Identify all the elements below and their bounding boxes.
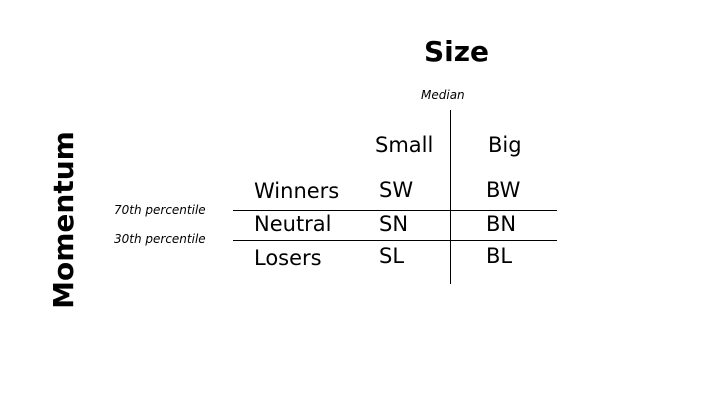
percentile-30-label: 30th percentile bbox=[114, 232, 206, 246]
column-header-big: Big bbox=[488, 133, 522, 157]
cell-sn: SN bbox=[379, 212, 409, 236]
row-label-winners: Winners bbox=[254, 179, 340, 203]
breakpoint-line-30th bbox=[233, 240, 557, 241]
cell-bw: BW bbox=[486, 178, 521, 202]
percentile-70-label: 70th percentile bbox=[114, 203, 206, 217]
size-axis-title: Size bbox=[424, 35, 490, 68]
column-header-small: Small bbox=[375, 133, 434, 157]
breakpoint-line-70th bbox=[233, 210, 557, 211]
median-label: Median bbox=[421, 88, 465, 102]
row-label-neutral: Neutral bbox=[254, 212, 332, 236]
cell-bn: BN bbox=[486, 212, 517, 236]
median-divider-line bbox=[450, 110, 451, 284]
cell-bl: BL bbox=[486, 244, 513, 268]
row-label-losers: Losers bbox=[254, 246, 322, 270]
cell-sw: SW bbox=[379, 178, 414, 202]
cell-sl: SL bbox=[379, 244, 405, 268]
momentum-axis-title: Momentum bbox=[47, 131, 80, 309]
